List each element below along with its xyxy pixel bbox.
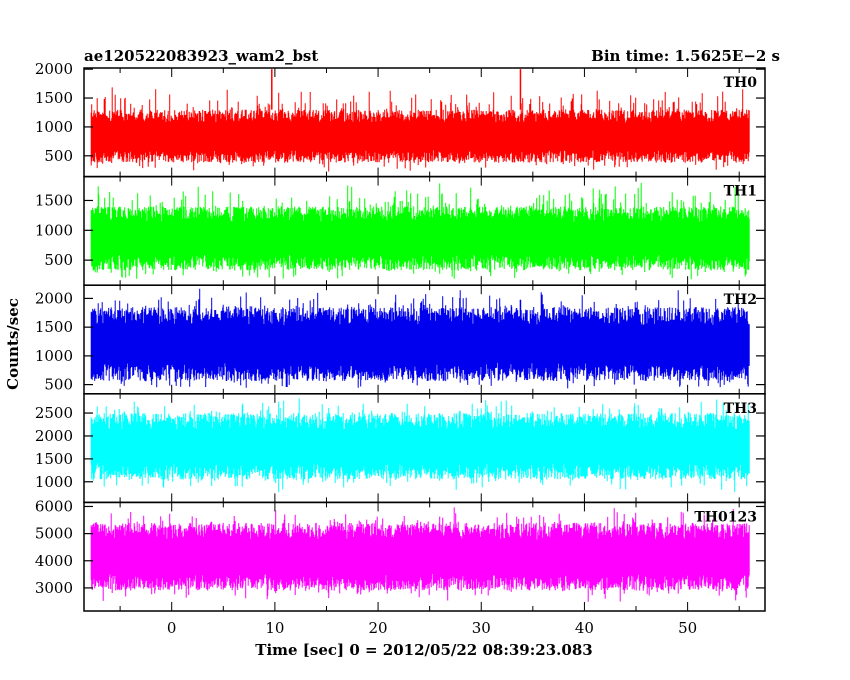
y-tick-label: 5000 bbox=[35, 525, 73, 543]
series-band-th0 bbox=[91, 122, 750, 150]
y-tick-label: 2000 bbox=[35, 427, 73, 445]
panel-th0: 500 1000 1500 2000 TH0 bbox=[35, 60, 766, 178]
panel-th1: 500 1000 1500 TH1 bbox=[35, 175, 766, 286]
x-tick-label: 40 bbox=[575, 619, 594, 637]
y-tick-label: 1500 bbox=[35, 318, 73, 336]
x-tick-label: 50 bbox=[678, 619, 697, 637]
chart-title-left: ae120522083923_wam2_bst bbox=[84, 47, 318, 65]
panel-th2: 500 1000 1500 2000 TH2 bbox=[35, 284, 766, 395]
panel-label-th0: TH0 bbox=[724, 75, 758, 91]
y-tick-label: 4000 bbox=[35, 552, 73, 570]
panel-label-th1: TH1 bbox=[724, 184, 757, 200]
x-tick-label: 10 bbox=[265, 619, 284, 637]
x-axis: 0 10 20 30 40 50 bbox=[167, 619, 697, 637]
y-tick-label: 1500 bbox=[35, 450, 73, 468]
chart-title-right: Bin time: 1.5625E−2 s bbox=[591, 47, 780, 65]
panel-frame bbox=[83, 501, 766, 612]
x-axis-label: Time [sec] 0 = 2012/05/22 08:39:23.083 bbox=[255, 641, 592, 659]
y-tick-label: 500 bbox=[44, 251, 73, 269]
y-tick-label: 6000 bbox=[35, 497, 73, 515]
y-tick-label: 1000 bbox=[35, 473, 73, 491]
y-tick-label: 1000 bbox=[35, 221, 73, 239]
panel-label-th0123: TH0123 bbox=[694, 509, 757, 525]
y-tick-label: 1500 bbox=[35, 89, 73, 107]
panel-th0123: 3000 4000 5000 6000 TH0123 bbox=[35, 497, 766, 612]
y-axis-label: Counts/sec bbox=[4, 298, 22, 390]
y-tick-label: 2500 bbox=[35, 404, 73, 422]
series-band-th3 bbox=[91, 429, 750, 463]
panel-label-th3: TH3 bbox=[724, 401, 757, 417]
y-tick-label: 2000 bbox=[35, 289, 73, 307]
series-band-th2 bbox=[91, 325, 750, 363]
y-tick-label: 500 bbox=[44, 147, 73, 165]
y-tick-label: 500 bbox=[44, 376, 73, 394]
y-tick-label: 1500 bbox=[35, 191, 73, 209]
series-band-th1 bbox=[91, 222, 750, 255]
y-tick-label: 1000 bbox=[35, 347, 73, 365]
x-tick-label: 0 bbox=[167, 619, 177, 637]
panel-label-th2: TH2 bbox=[724, 292, 757, 308]
y-tick-label: 2000 bbox=[35, 60, 73, 78]
x-tick-label: 20 bbox=[369, 619, 388, 637]
panel-th3: 1000 1500 2000 2500 TH3 bbox=[35, 393, 766, 504]
y-tick-label: 3000 bbox=[35, 579, 73, 597]
x-tick-label: 30 bbox=[472, 619, 491, 637]
y-tick-label: 1000 bbox=[35, 118, 73, 136]
series-band-th0123 bbox=[91, 539, 750, 574]
